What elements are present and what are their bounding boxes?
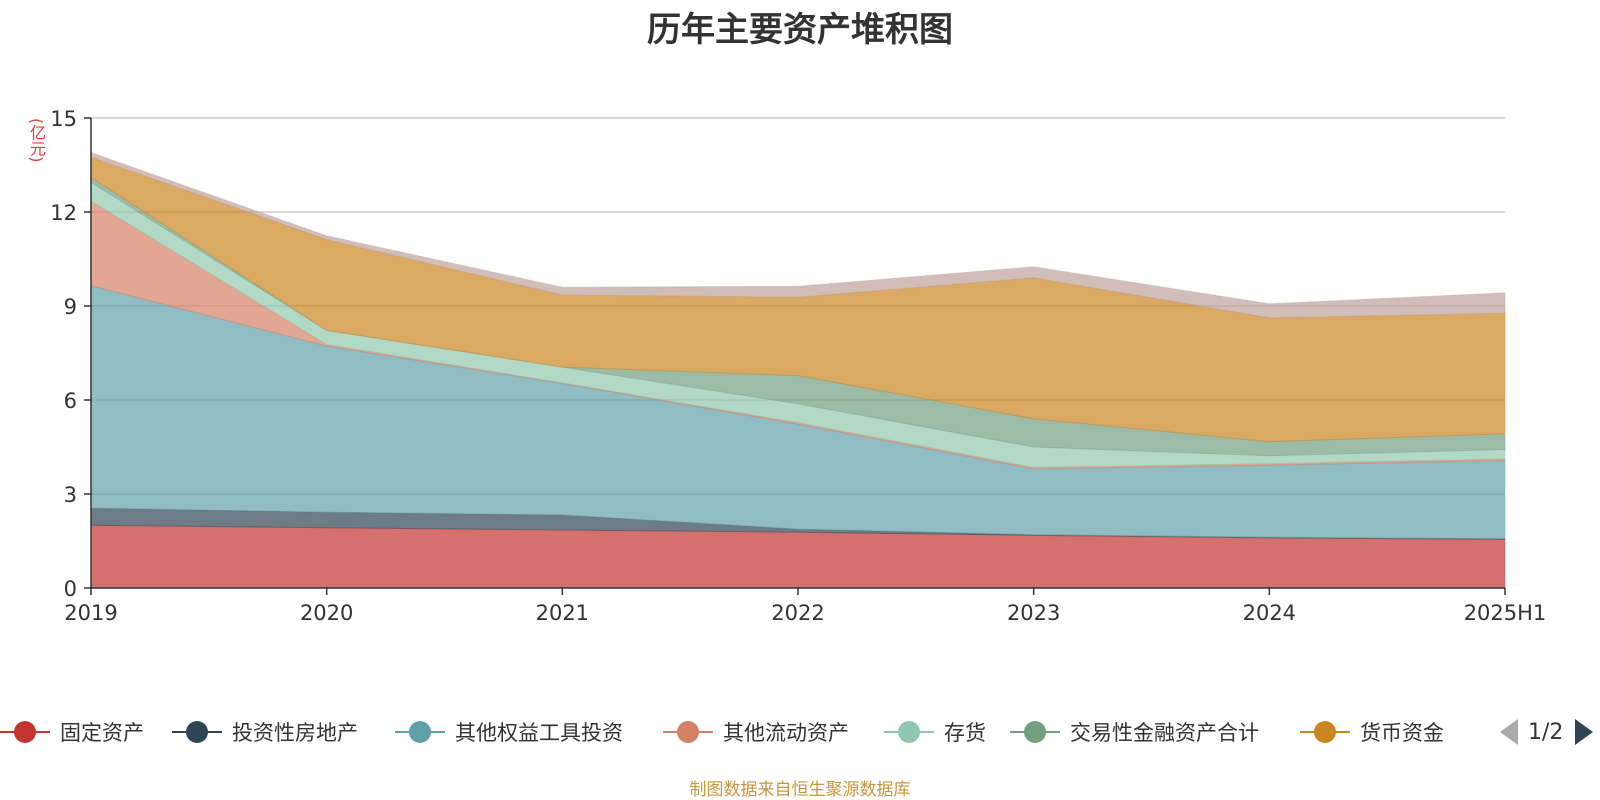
legend-label: 存货 bbox=[944, 721, 986, 745]
axes bbox=[84, 117, 1506, 595]
legend-marker-icon bbox=[1300, 712, 1350, 752]
x-tick-label: 2025H1 bbox=[1464, 601, 1547, 625]
legend-item[interactable]: 固定资产 bbox=[0, 712, 144, 752]
y-tick-label: 3 bbox=[64, 483, 77, 507]
area-series-2[interactable] bbox=[90, 284, 1506, 540]
legend-marker-icon bbox=[1010, 712, 1060, 752]
data-source-note: 制图数据来自恒生聚源数据库 bbox=[689, 780, 911, 800]
y-tick-label: 9 bbox=[64, 295, 77, 319]
legend-item[interactable]: 其他权益工具投资 bbox=[395, 712, 623, 752]
y-tick-label: 15 bbox=[50, 107, 77, 131]
legend-item[interactable]: 存货 bbox=[884, 712, 986, 752]
x-tick-label: 2023 bbox=[1007, 601, 1060, 625]
x-tick-label: 2020 bbox=[300, 601, 353, 625]
x-tick-label: 2022 bbox=[771, 601, 824, 625]
area-series-7[interactable] bbox=[90, 151, 1506, 319]
pager-prev-icon[interactable] bbox=[1500, 719, 1518, 745]
tick-labels: 0 3 6 9 12 15 2019 2020 2021 2022 2023 2024 2025H1 bbox=[50, 107, 1546, 625]
area-series-group bbox=[90, 151, 1506, 589]
legend-marker-icon bbox=[663, 712, 713, 752]
y-tick-label: 6 bbox=[64, 389, 77, 413]
legend-marker-icon bbox=[395, 712, 445, 752]
chart-title: 历年主要资产堆积图 bbox=[647, 10, 953, 50]
legend-item[interactable]: 其他流动资产 bbox=[663, 712, 849, 752]
x-tick-label: 2021 bbox=[536, 601, 589, 625]
legend-item[interactable]: 交易性金融资产合计 bbox=[1010, 712, 1259, 752]
legend-label: 货币资金 bbox=[1360, 721, 1444, 745]
area-series-1[interactable] bbox=[90, 507, 1506, 540]
y-tick-label: 12 bbox=[50, 201, 77, 225]
y-axis-unit-label: (亿元) bbox=[27, 118, 46, 163]
x-tick-label: 2024 bbox=[1243, 601, 1296, 625]
legend-marker-icon bbox=[884, 712, 934, 752]
area-series-3[interactable] bbox=[90, 200, 1506, 470]
legend-label: 固定资产 bbox=[60, 721, 144, 745]
legend-label: 交易性金融资产合计 bbox=[1070, 721, 1259, 745]
pager-page-indicator: 1/2 bbox=[1528, 719, 1564, 745]
legend-pager: 1/2 bbox=[1500, 714, 1594, 750]
legend-marker-icon bbox=[0, 712, 50, 752]
legend-item[interactable]: 投资性房地产 bbox=[172, 712, 358, 752]
y-tick-label: 0 bbox=[64, 577, 77, 601]
area-series-6[interactable] bbox=[90, 156, 1506, 443]
legend-marker-icon bbox=[172, 712, 222, 752]
x-tick-label: 2019 bbox=[64, 601, 117, 625]
legend-label: 投资性房地产 bbox=[232, 721, 358, 745]
legend-label: 其他流动资产 bbox=[723, 721, 849, 745]
chart-legend: 固定资产 投资性房地产 其他权益工具投资 其他流动资产 存货 交易性金融资产合计 货币资金 bbox=[0, 712, 1600, 752]
legend-label: 其他权益工具投资 bbox=[455, 721, 623, 745]
legend-item[interactable]: 货币资金 bbox=[1300, 712, 1444, 752]
area-series-4[interactable] bbox=[90, 181, 1506, 468]
pager-next-icon[interactable] bbox=[1575, 719, 1594, 745]
